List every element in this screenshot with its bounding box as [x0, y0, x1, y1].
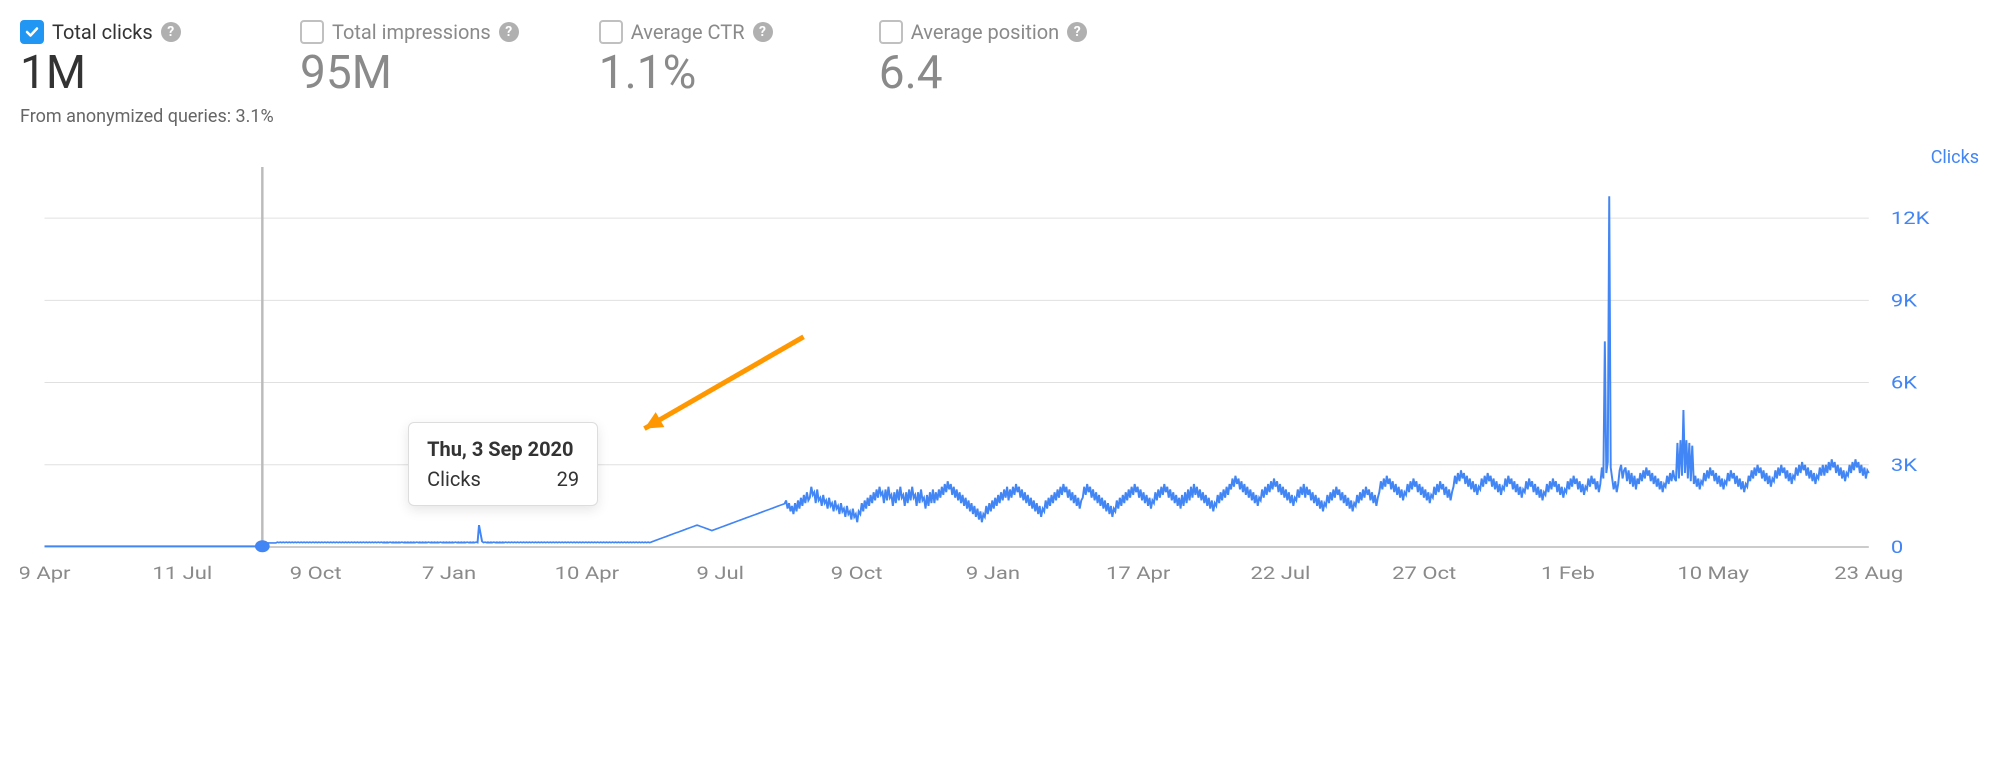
- metric-checkbox-average_position[interactable]: [879, 20, 903, 44]
- svg-text:10 May: 10 May: [1677, 562, 1749, 583]
- svg-text:9 Oct: 9 Oct: [831, 562, 883, 583]
- metric-checkbox-total_impressions[interactable]: [300, 20, 324, 44]
- svg-text:1 Feb: 1 Feb: [1541, 562, 1595, 583]
- help-icon[interactable]: ?: [161, 22, 181, 42]
- svg-text:0: 0: [1891, 536, 1903, 557]
- metric-label: Average position: [911, 20, 1059, 44]
- svg-text:9K: 9K: [1891, 289, 1918, 310]
- svg-text:6K: 6K: [1891, 372, 1918, 393]
- svg-text:12K: 12K: [1891, 207, 1930, 228]
- metric-label: Total impressions: [332, 20, 491, 44]
- metric-value: 1.1%: [599, 50, 799, 96]
- metric-total_impressions: Total impressions? 95M: [300, 20, 519, 96]
- metric-value: 6.4: [879, 50, 1087, 96]
- metric-label: Average CTR: [631, 20, 745, 44]
- metric-total_clicks: Total clicks? 1M: [20, 20, 220, 96]
- help-icon[interactable]: ?: [499, 22, 519, 42]
- metric-checkbox-total_clicks[interactable]: [20, 20, 44, 44]
- metric-value: 1M: [20, 50, 220, 96]
- svg-text:9 Jul: 9 Jul: [697, 562, 745, 583]
- metric-label: Total clicks: [52, 20, 153, 44]
- svg-text:17 Apr: 17 Apr: [1106, 562, 1171, 583]
- help-icon[interactable]: ?: [753, 22, 773, 42]
- svg-text:23 Aug: 23 Aug: [1834, 562, 1903, 583]
- svg-text:7 Jan: 7 Jan: [422, 562, 476, 583]
- svg-text:9 Jan: 9 Jan: [966, 562, 1020, 583]
- svg-text:9 Apr: 9 Apr: [20, 562, 71, 583]
- clicks-chart: Clicks 0 3K 6K 9K 12K 9 Apr 11 Jul 9 Oct 7 Jan 10…: [20, 147, 1979, 587]
- metric-checkbox-average_ctr[interactable]: [599, 20, 623, 44]
- help-icon[interactable]: ?: [1067, 22, 1087, 42]
- anonymized-queries-label: From anonymized queries: 3.1%: [20, 106, 1979, 127]
- svg-text:10 Apr: 10 Apr: [555, 562, 620, 583]
- svg-text:22 Jul: 22 Jul: [1251, 562, 1311, 583]
- metric-average_position: Average position? 6.4: [879, 20, 1087, 96]
- y-axis-title: Clicks: [1931, 147, 1979, 168]
- svg-text:27 Oct: 27 Oct: [1392, 562, 1456, 583]
- svg-text:9 Oct: 9 Oct: [290, 562, 342, 583]
- svg-text:11 Jul: 11 Jul: [152, 562, 212, 583]
- metric-value: 95M: [300, 50, 519, 96]
- svg-text:3K: 3K: [1891, 454, 1918, 475]
- metric-average_ctr: Average CTR? 1.1%: [599, 20, 799, 96]
- metrics-row: Total clicks? 1M Total impressions? 95M Aver…: [20, 20, 1979, 96]
